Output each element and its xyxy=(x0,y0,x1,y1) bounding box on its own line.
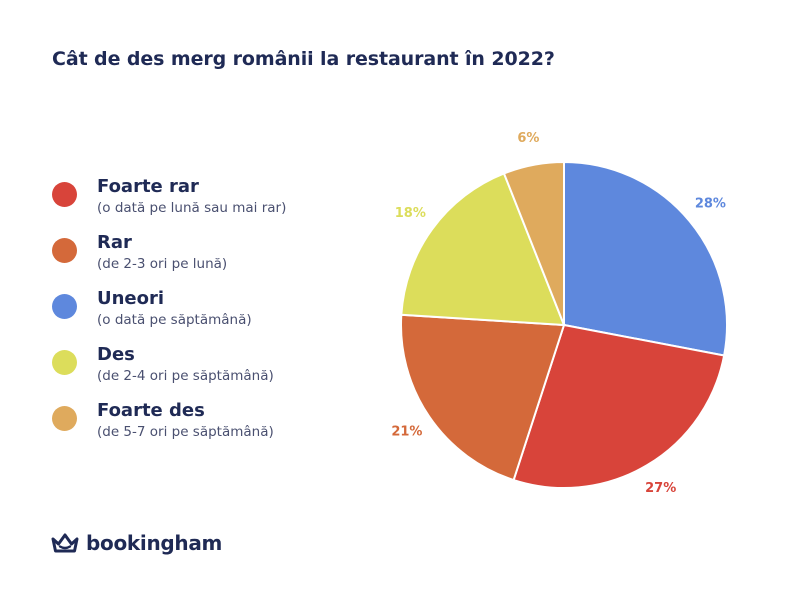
legend-label-foarte-des: Foarte des xyxy=(97,400,205,421)
data-label-uneori: 28% xyxy=(695,196,726,211)
legend-item-rar: Rar (de 2-3 ori pe lună) xyxy=(52,232,352,288)
legend-swatch-foarte-des xyxy=(52,406,77,431)
legend-sublabel-des: (de 2-4 ori pe săptămână) xyxy=(97,368,274,384)
legend-item-foarte-des: Foarte des (de 5-7 ori pe săptămână) xyxy=(52,400,352,456)
legend-sublabel-foarte-rar: (o dată pe lună sau mai rar) xyxy=(97,200,287,216)
legend-sublabel-rar: (de 2-3 ori pe lună) xyxy=(97,256,228,272)
legend-item-des: Des (de 2-4 ori pe săptămână) xyxy=(52,344,352,400)
legend-label-des: Des xyxy=(97,344,135,365)
brand-name: bookingham xyxy=(86,531,223,555)
legend-item-foarte-rar: Foarte rar (o dată pe lună sau mai rar) xyxy=(52,176,352,232)
crown-icon xyxy=(50,532,80,554)
chart-legend: Foarte rar (o dată pe lună sau mai rar) … xyxy=(52,176,352,456)
data-label-foarte-rar: 27% xyxy=(645,481,676,496)
data-label-foarte-des: 6% xyxy=(517,131,539,146)
data-label-des: 18% xyxy=(395,206,426,221)
pie-slice-foarte-rar xyxy=(512,323,726,489)
pie-slice-des xyxy=(400,172,566,327)
pie-slice-foarte-des xyxy=(502,160,565,326)
legend-item-uneori: Uneori (o dată pe săptămână) xyxy=(52,288,352,344)
legend-sublabel-uneori: (o dată pe săptămână) xyxy=(97,312,252,328)
legend-swatch-uneori xyxy=(52,294,77,319)
chart-title: Cât de des merg românii la restaurant în… xyxy=(52,48,555,70)
pie-slice-uneori xyxy=(563,160,728,357)
legend-swatch-des xyxy=(52,350,77,375)
legend-label-uneori: Uneori xyxy=(97,288,165,309)
brand-logo: bookingham xyxy=(50,528,222,558)
legend-sublabel-foarte-des: (de 5-7 ori pe săptămână) xyxy=(97,424,274,440)
legend-swatch-foarte-rar xyxy=(52,182,77,207)
data-label-rar: 21% xyxy=(391,424,422,439)
legend-label-rar: Rar xyxy=(97,232,132,253)
pie-slice-rar xyxy=(399,313,566,482)
legend-label-foarte-rar: Foarte rar xyxy=(97,176,199,197)
legend-swatch-rar xyxy=(52,238,77,263)
